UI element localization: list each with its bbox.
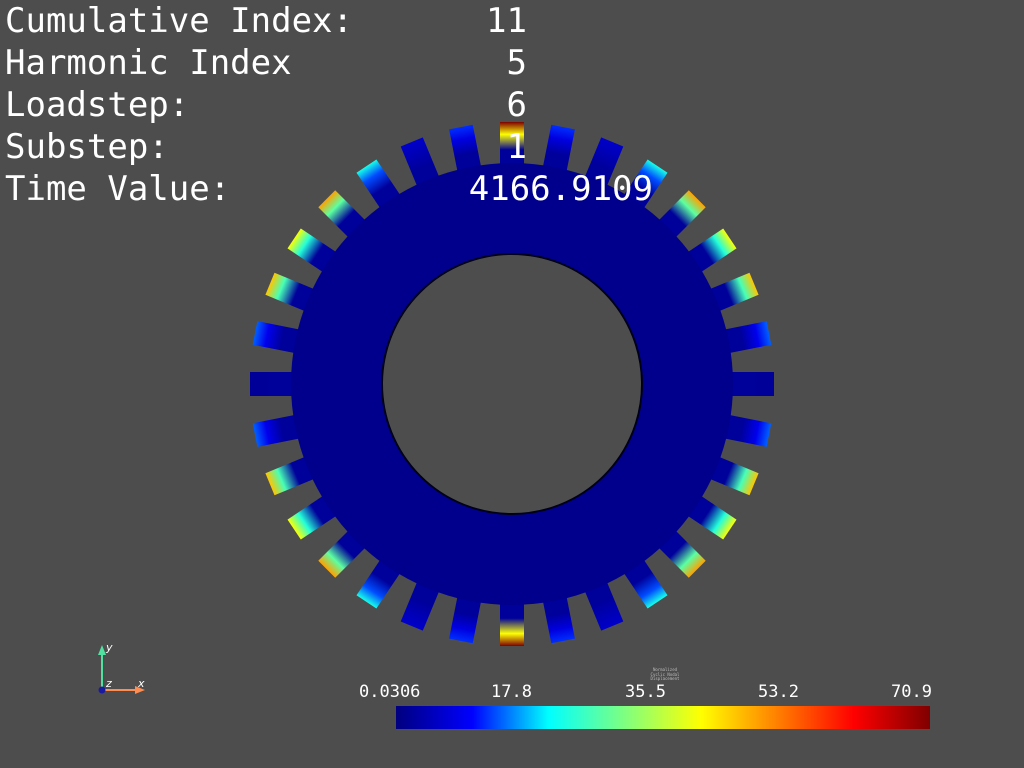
info-value: 5 xyxy=(506,43,527,83)
colorbar-tick-label: 35.5 xyxy=(625,682,666,702)
z-axis-label: z xyxy=(105,677,112,690)
colorbar-title-line: Normalized xyxy=(652,667,678,672)
info-label: Harmonic Index xyxy=(5,43,292,83)
colorbar-ticks: 0.0306 17.8 35.5 53.2 70.9 xyxy=(340,682,960,704)
rotor-bore xyxy=(381,253,643,515)
colorbar-tick-label: 0.0306 xyxy=(359,682,421,702)
info-label: Loadstep: xyxy=(5,85,190,125)
info-value: 1 xyxy=(506,127,527,167)
axes-origin-icon xyxy=(98,686,106,694)
info-label: Cumulative Index: xyxy=(5,1,353,41)
info-label: Substep: xyxy=(5,127,169,167)
colorbar-tick-label: 53.2 xyxy=(758,682,799,702)
colorbar-title-line: Displacement xyxy=(650,676,680,681)
info-value: 4166.9109 xyxy=(468,169,653,209)
colorbar-tick-label: 70.9 xyxy=(891,682,932,702)
axes-triad: y x z xyxy=(98,641,145,694)
y-axis-arrow-icon xyxy=(98,645,106,655)
info-label: Time Value: xyxy=(5,169,231,209)
info-value: 6 xyxy=(506,85,527,125)
colorbar-gradient xyxy=(396,706,930,729)
info-value: 11 xyxy=(486,1,527,41)
x-axis-label: x xyxy=(137,677,145,690)
x-axis-arrow-icon xyxy=(135,686,145,694)
colorbar-title: Normalized Cyclic Nodal Displacement xyxy=(648,667,682,682)
colorbar-tick-label: 17.8 xyxy=(491,682,532,702)
y-axis-label: y xyxy=(105,641,113,654)
colorbar-title-line: Cyclic Nodal xyxy=(650,671,680,677)
